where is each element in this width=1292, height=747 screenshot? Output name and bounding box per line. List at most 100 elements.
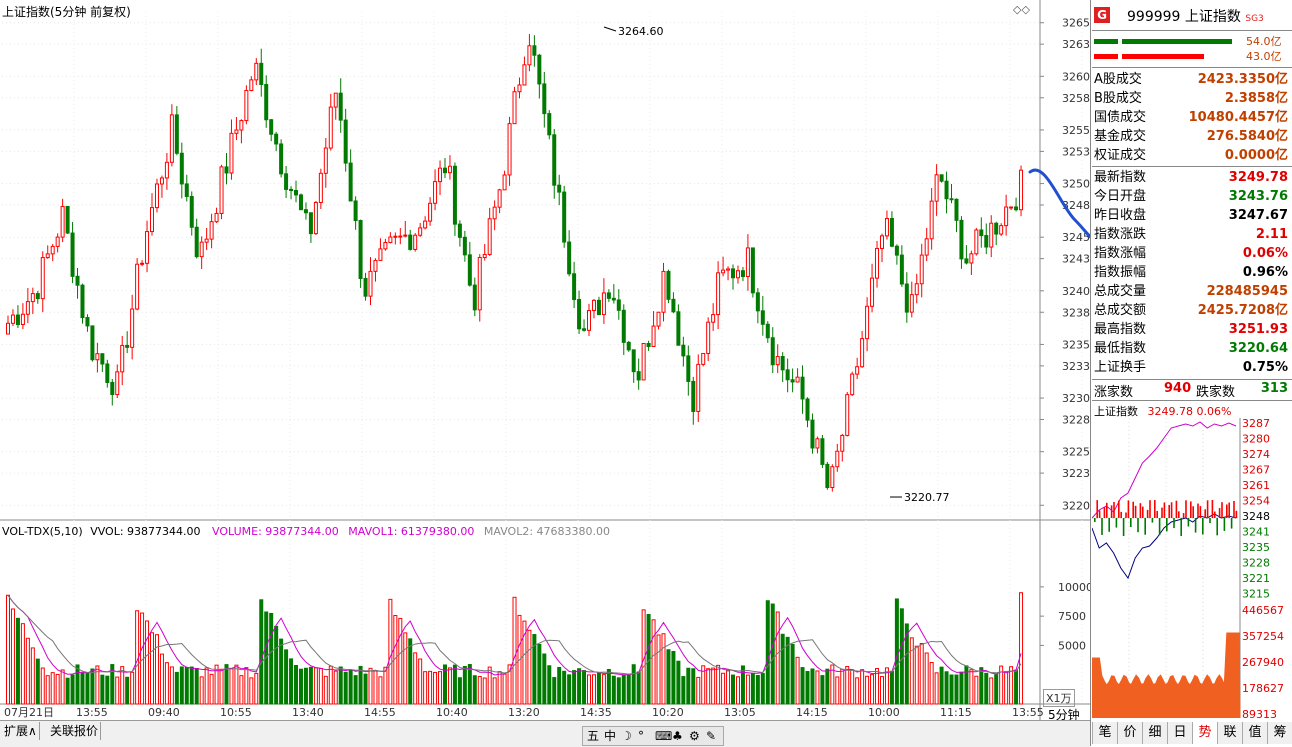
ime-mode-icon[interactable]: 五 — [587, 729, 600, 743]
pen-icon[interactable]: ✎ — [706, 729, 717, 743]
volume-bar — [944, 671, 949, 705]
mini-breadth-bar-down — [1223, 518, 1226, 531]
price-tick-label: 3260 — [1062, 70, 1090, 83]
sidebar-tab[interactable]: 联 — [1217, 722, 1242, 744]
period-label[interactable]: 5分钟 — [1048, 708, 1080, 722]
candle-body — [438, 167, 443, 183]
candle-body — [145, 231, 150, 264]
sidebar-tab[interactable]: 细 — [1142, 722, 1167, 744]
volume-bar — [194, 667, 199, 705]
candle-body — [1019, 169, 1024, 211]
candle-body — [721, 269, 726, 274]
volume-bar — [626, 673, 631, 705]
volume-bar — [125, 676, 130, 705]
candle-body — [368, 270, 373, 297]
candle-body — [433, 181, 438, 204]
candle-body — [760, 310, 765, 325]
volume-bar — [214, 664, 219, 705]
volume-bar — [189, 666, 194, 705]
sidebar-tab[interactable]: 笔 — [1092, 722, 1117, 744]
price-tick-label: 3223 — [1062, 467, 1090, 480]
candle-body — [537, 54, 542, 85]
candle-body — [651, 325, 656, 347]
mini-breadth-bar-down — [1180, 518, 1182, 536]
volume-bar — [353, 675, 358, 705]
index-stat-label: 指数涨幅 — [1094, 246, 1147, 261]
skin-icon[interactable]: ♣ — [672, 729, 683, 743]
volume-bar — [388, 598, 393, 705]
volume-bar — [999, 665, 1004, 705]
volume-bar — [239, 675, 244, 705]
mini-breadth-bar-down — [1209, 518, 1211, 524]
settings-icon[interactable]: ⚙ — [689, 729, 700, 743]
volume-bar — [442, 664, 447, 705]
index-stat-label: 指数涨跌 — [1094, 227, 1147, 242]
candle-body — [393, 235, 398, 238]
main-kline-chart[interactable]: 3265 3263 3260 3258 3255 3253 3250 3248 3245 3243… — [0, 0, 1090, 720]
down-count: 313 — [1260, 381, 1288, 396]
input-toolbar: 五中 ☽ ° ⌨ ♣ ⚙ ✎ — [582, 726, 724, 746]
price-tick-label: 3253 — [1062, 145, 1090, 158]
volume-bar — [289, 658, 294, 705]
moon-icon[interactable]: ☽ — [621, 729, 632, 743]
candle-body — [259, 62, 264, 86]
trade-stat-value: 0.0000亿 — [1224, 148, 1288, 163]
volume-bar — [50, 672, 55, 705]
index-stat-row: 总成交额 2425.7208亿 — [1092, 301, 1292, 320]
tab-related-quotes[interactable]: 关联报价 — [48, 722, 102, 740]
sidebar-tab[interactable]: 价 — [1117, 722, 1142, 744]
tab-expand[interactable]: 扩展∧ — [2, 722, 40, 740]
volume-bar — [701, 665, 706, 705]
candle-body — [735, 270, 740, 279]
price-tick-label: 3248 — [1062, 199, 1090, 212]
candle-body — [611, 297, 616, 301]
candle-body — [1004, 206, 1009, 227]
mini-price-tick: 3274 — [1242, 448, 1270, 461]
mini-breadth-bar-up — [1098, 510, 1101, 518]
keyboard-icon[interactable]: ⌨ — [655, 729, 673, 743]
candle-body — [601, 292, 606, 316]
volume-bar — [398, 617, 403, 705]
volume-bar — [90, 668, 95, 705]
candle-body — [587, 310, 592, 331]
sidebar-tab[interactable]: 筹 — [1267, 722, 1292, 744]
volume-bar — [115, 676, 120, 705]
candle-body — [904, 283, 909, 313]
volume-bar — [174, 671, 179, 705]
volume-bar — [303, 667, 308, 705]
sidebar-tab[interactable]: 值 — [1242, 722, 1267, 744]
volume-bar — [820, 675, 825, 705]
mini-pct: 0.06% — [1196, 405, 1232, 418]
mini-price-tick: 3280 — [1242, 433, 1270, 446]
candle-body — [959, 219, 964, 260]
time-tick-label: 14:55 — [364, 706, 396, 719]
volume-bar — [294, 665, 299, 705]
mini-intraday-chart[interactable]: 3287 3280 3274 3267 3261 3254 3248 3241 3235 3228… — [1092, 418, 1292, 718]
volume-bar — [795, 656, 800, 705]
time-tick-label: 09:40 — [148, 706, 180, 719]
volume-bar — [860, 669, 865, 705]
candle-body — [398, 235, 403, 238]
volume-bar — [557, 666, 562, 705]
candle-body — [184, 183, 189, 197]
mini-volume-tick: 178627 — [1242, 682, 1284, 695]
sidebar-tab[interactable]: 势 — [1192, 722, 1217, 744]
price-tick-label: 3228 — [1062, 413, 1090, 426]
mini-breadth-bar-up — [1149, 500, 1151, 518]
volume-bar — [706, 668, 711, 705]
fullwidth-icon[interactable]: 中 — [604, 729, 617, 743]
price-tick-label: 3238 — [1062, 306, 1090, 319]
chart-options-icon[interactable]: ◇◇ — [1013, 3, 1030, 16]
punctuation-icon[interactable]: ° — [638, 729, 644, 743]
volume-bar — [735, 676, 740, 705]
sidebar-tab[interactable]: 日 — [1167, 722, 1192, 744]
candle-body — [740, 270, 745, 278]
candle-body — [60, 205, 65, 238]
stock-badge: G — [1094, 7, 1110, 23]
volume-bar — [179, 666, 184, 705]
trade-stat-row: 基金成交 276.5840亿 — [1092, 127, 1292, 146]
price-tick-label: 3243 — [1062, 253, 1090, 266]
volume-bar — [35, 658, 40, 705]
candle-body — [785, 369, 790, 381]
candle-body — [383, 242, 388, 250]
